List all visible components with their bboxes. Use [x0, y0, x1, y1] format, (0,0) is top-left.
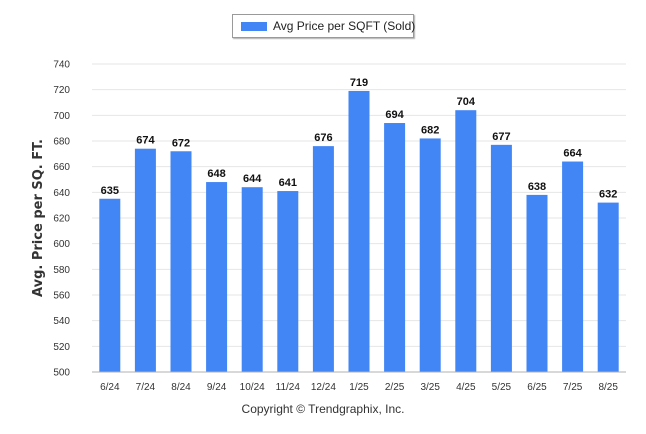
bar-7/24: [134, 148, 156, 372]
y-tick-label: 520: [53, 342, 70, 353]
bars: [99, 90, 619, 373]
y-tick-label: 500: [53, 368, 70, 379]
bar-3/25: [419, 138, 441, 372]
x-tick-label: 7/24: [136, 382, 156, 393]
data-label: 664: [563, 148, 582, 160]
data-label: 676: [314, 132, 332, 144]
x-tick-label: 11/24: [276, 382, 301, 393]
bar-6/24: [99, 198, 121, 372]
y-tick-label: 640: [53, 188, 70, 199]
x-tick-label: 2/25: [385, 382, 405, 393]
bar-7/25: [562, 161, 584, 372]
x-tick-label: 8/24: [171, 382, 191, 393]
legend-swatch: [241, 22, 267, 31]
bar-6/25: [526, 194, 548, 372]
bar-9/24: [206, 182, 228, 372]
x-tick-label: 12/24: [311, 382, 336, 393]
x-tick-label: 1/25: [349, 382, 369, 393]
data-label: 644: [243, 173, 262, 185]
x-tick-label: 6/25: [527, 382, 547, 393]
y-tick-label: 680: [53, 137, 70, 148]
copyright: Copyright © Trendgraphix, Inc.: [241, 402, 405, 416]
bar-5/25: [490, 144, 512, 372]
data-label: 677: [492, 131, 510, 143]
legend: Avg Price per SQFT (Sold): [232, 14, 416, 38]
bar-12/24: [312, 146, 334, 372]
y-tick-label: 700: [53, 111, 70, 122]
data-label: 632: [599, 189, 617, 201]
y-tick-label: 540: [53, 316, 70, 327]
data-labels: 635 674 672 648 644 641 676 719 694 682 704 677 638 6…: [101, 77, 618, 201]
data-label: 674: [136, 135, 155, 147]
x-tick-label: 5/25: [492, 382, 512, 393]
x-tick-label: 10/24: [240, 382, 265, 393]
data-label: 694: [385, 109, 404, 121]
bar-2/25: [384, 123, 406, 373]
y-tick-label: 620: [53, 214, 70, 225]
data-label: 682: [421, 124, 439, 136]
y-axis-ticks: 500 520 540 560 580 600 620 640 660 680 700 720 740: [53, 60, 70, 379]
bar-11/24: [277, 191, 299, 372]
x-tick-label: 7/25: [563, 382, 583, 393]
data-label: 719: [350, 77, 368, 89]
data-label: 635: [101, 185, 119, 197]
bar-8/25: [597, 202, 619, 372]
data-label: 641: [279, 177, 297, 189]
data-label: 672: [172, 137, 190, 149]
y-tick-label: 580: [53, 265, 70, 276]
y-axis-label: Avg. Price per SQ. FT.: [31, 139, 46, 297]
bar-10/24: [241, 187, 263, 372]
y-tick-label: 740: [53, 60, 70, 71]
bar-8/24: [170, 151, 192, 372]
bar-1/25: [348, 90, 370, 372]
data-label: 648: [207, 168, 225, 180]
x-tick-label: 6/24: [100, 382, 120, 393]
x-tick-label: 9/24: [207, 382, 227, 393]
data-label: 704: [457, 96, 476, 108]
x-axis-ticks: 6/24 7/24 8/24 9/24 10/24 11/24 12/24 1/25 2/25 3…: [100, 382, 618, 393]
y-tick-label: 600: [53, 239, 70, 250]
y-tick-label: 720: [53, 85, 70, 96]
x-tick-label: 4/25: [456, 382, 476, 393]
y-tick-label: 660: [53, 162, 70, 173]
legend-label: Avg Price per SQFT (Sold): [273, 19, 416, 33]
x-tick-label: 3/25: [420, 382, 440, 393]
x-tick-label: 8/25: [598, 382, 618, 393]
y-tick-label: 560: [53, 291, 70, 302]
bar-4/25: [455, 110, 477, 372]
data-label: 638: [528, 181, 546, 193]
